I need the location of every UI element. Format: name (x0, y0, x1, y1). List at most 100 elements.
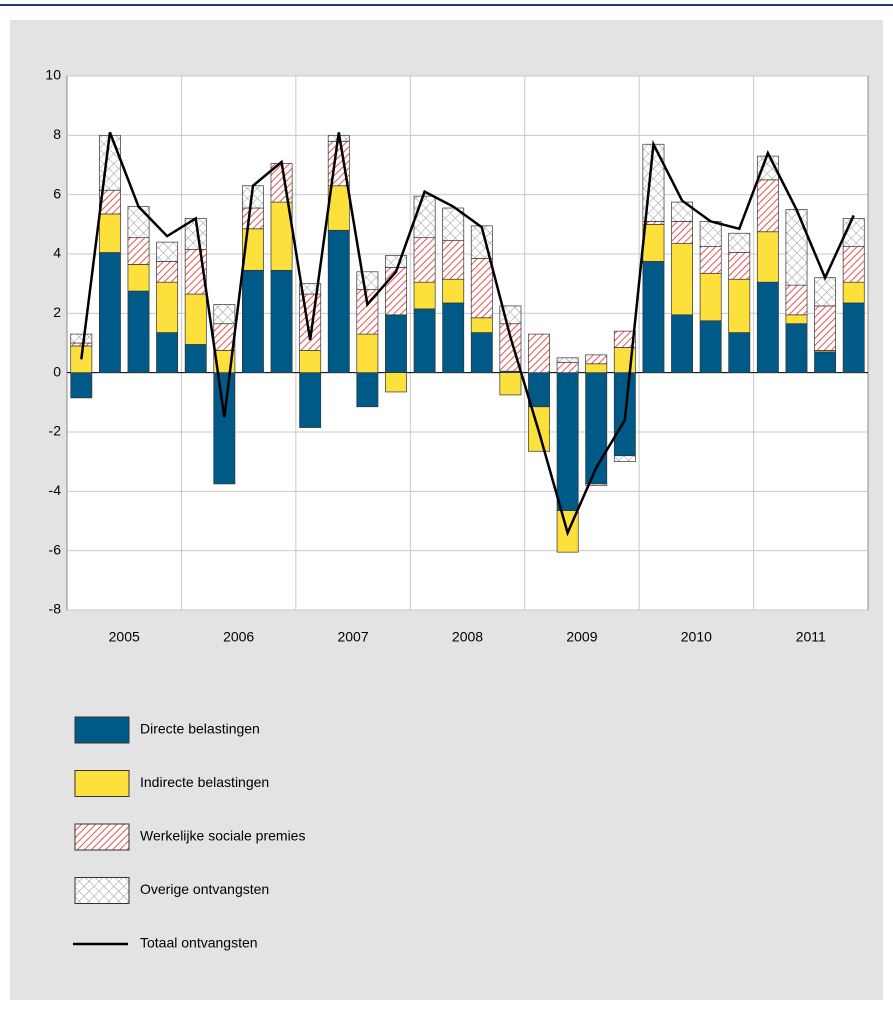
bar-segment (385, 314, 407, 374)
x-tick-label: 2005 (109, 629, 140, 645)
bar-segment (242, 207, 264, 230)
bar-segment (785, 323, 808, 374)
bar-segment (413, 195, 436, 239)
legend-swatch (74, 716, 130, 744)
x-tick-label: 2008 (452, 629, 483, 645)
bar-segment (270, 269, 293, 374)
x-tick-label: 2011 (796, 629, 826, 645)
bar-segment (299, 350, 322, 374)
bar-segment (556, 361, 579, 374)
y-tick-label: 10 (45, 67, 61, 83)
bar-segment (413, 281, 436, 310)
bar-segment (842, 281, 865, 304)
bar-segment (70, 333, 93, 344)
bar-segment (356, 372, 379, 408)
bar-segment (327, 229, 350, 374)
y-tick-label: 6 (53, 185, 61, 201)
bar-segment (785, 209, 808, 286)
legend-label: Overige ontvangsten (140, 881, 269, 897)
y-tick-label: 2 (53, 304, 61, 320)
bar-segment (671, 221, 693, 244)
bar-segment (785, 314, 808, 325)
bar-segment (728, 278, 751, 333)
x-tick-label: 2009 (566, 629, 597, 645)
bar-segment (699, 320, 722, 374)
x-tick-label: 2006 (223, 629, 254, 645)
y-tick-label: -4 (49, 482, 62, 498)
bar-segment (699, 221, 722, 247)
bar-segment (814, 305, 837, 351)
bar-segment (556, 372, 579, 511)
x-tick-label: 2010 (681, 629, 712, 645)
bar-segment (699, 272, 722, 322)
y-tick-label: -2 (49, 423, 62, 439)
bar-segment (671, 314, 693, 374)
bar-segment (814, 277, 837, 307)
legend-label: Totaal ontvangsten (140, 935, 258, 951)
bar-segment (385, 372, 407, 393)
bar-segment (385, 255, 407, 268)
bar-segment (470, 258, 493, 319)
x-tick-label: 2007 (337, 629, 368, 645)
bar-segment (413, 237, 436, 283)
bar-segment (499, 372, 522, 396)
y-tick-label: -8 (49, 601, 62, 617)
bar-segment (127, 264, 150, 292)
bar-segment (98, 252, 121, 374)
bar-segment (585, 483, 608, 486)
bar-segment (242, 269, 264, 374)
legend-label: Werkelijke sociale premies (140, 828, 305, 844)
y-tick-label: 4 (53, 245, 61, 261)
bar-segment (756, 179, 779, 233)
legend-swatch (74, 770, 130, 797)
bar-segment (70, 342, 93, 347)
bar-segment (156, 261, 179, 283)
bar-segment (156, 241, 179, 262)
bar-segment (470, 317, 493, 333)
bar-segment (184, 344, 207, 374)
bar-segment (842, 302, 865, 374)
y-tick-label: 0 (53, 363, 61, 379)
bar-segment (642, 223, 665, 262)
bar-segment (613, 330, 636, 348)
bar-segment (127, 290, 150, 374)
bar-segment (785, 284, 808, 316)
legend-label: Directe belastingen (140, 721, 260, 737)
bar-segment (356, 333, 379, 374)
bar-segment (299, 283, 322, 295)
bar-segment (842, 246, 865, 283)
legend-swatch (74, 877, 130, 904)
bar-segment (127, 237, 150, 265)
bar-segment (671, 243, 693, 316)
bar-segment (642, 261, 665, 374)
bar-segment (528, 372, 550, 408)
bar-segment (299, 293, 322, 351)
bar-segment (442, 302, 465, 374)
legend-swatch (74, 823, 130, 851)
bar-segment (699, 246, 722, 274)
bar-segment (728, 232, 751, 253)
bar-segment (299, 372, 322, 428)
bar-segment (728, 252, 751, 280)
y-tick-label: 8 (53, 126, 61, 142)
bar-segment (585, 354, 608, 365)
bar-segment (156, 332, 179, 374)
bar-segment (413, 308, 436, 374)
y-tick-label: -6 (49, 541, 62, 557)
bar-segment (528, 333, 550, 374)
bar-segment (70, 372, 93, 399)
bar-segment (184, 293, 207, 345)
legend-label: Indirecte belastingen (140, 774, 269, 790)
bar-segment (613, 455, 636, 463)
bar-segment (728, 332, 751, 374)
bar-segment (213, 304, 236, 325)
bar-segment (385, 267, 407, 316)
bar-segment (213, 372, 236, 485)
bar-segment (585, 363, 608, 374)
bar-segment (98, 213, 121, 253)
bar-segment (556, 357, 579, 363)
bar-segment (470, 332, 493, 374)
bar-segment (213, 323, 236, 351)
bar-segment (356, 271, 379, 290)
